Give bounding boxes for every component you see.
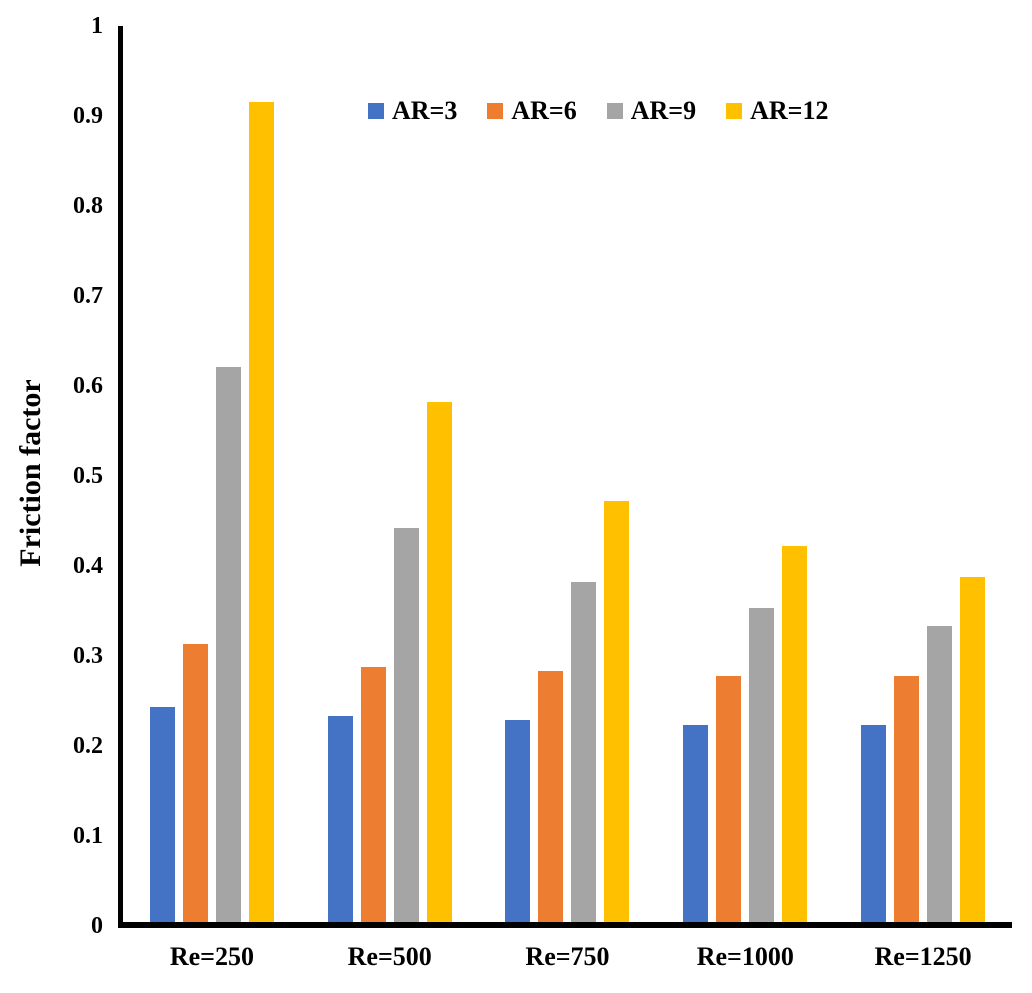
bar-ar-3-re-500 <box>327 715 353 922</box>
bar-group-re-1250 <box>834 577 1012 922</box>
bars-region <box>123 26 1012 922</box>
legend-item-ar-12: AR=12 <box>726 96 829 126</box>
y-tick-label-0-3: 0.3 <box>73 643 103 669</box>
bar-ar-9-re-750 <box>571 581 597 922</box>
bar-group-re-1000 <box>656 545 834 922</box>
y-tick-label-0-9: 0.9 <box>73 103 103 129</box>
x-tick-label-re-1000: Re=1000 <box>696 942 794 971</box>
y-tick-label-0-5: 0.5 <box>73 463 103 489</box>
y-tick-label-0: 0 <box>91 913 103 939</box>
y-tick-label-0-8: 0.8 <box>73 193 103 219</box>
bar-ar-6-re-1250 <box>894 675 920 922</box>
x-tick-label-re-1250: Re=1250 <box>874 942 972 971</box>
bar-ar-12-re-500 <box>426 402 452 922</box>
bar-ar-12-re-250 <box>248 102 274 922</box>
bar-group-re-750 <box>479 500 657 922</box>
x-tick-label-re-750: Re=750 <box>525 942 610 971</box>
legend-swatch-icon <box>368 103 384 119</box>
y-axis-ticks: 0 0.1 0.2 0.3 0.4 0.5 0.6 0.7 0.8 0.9 1 <box>0 0 110 993</box>
bar-ar-6-re-1000 <box>716 675 742 922</box>
legend-label: AR=9 <box>630 96 697 125</box>
y-tick-label-0-4: 0.4 <box>73 553 103 579</box>
bar-group-re-250 <box>123 102 301 922</box>
bar-group-re-500 <box>301 402 479 922</box>
legend-label: AR=6 <box>511 96 577 125</box>
y-tick-label-0-7: 0.7 <box>73 283 103 309</box>
bar-ar-12-re-1250 <box>960 577 986 922</box>
legend: AR=3 AR=6 AR=9 AR=12 <box>368 96 829 126</box>
legend-label: AR=3 <box>392 96 458 125</box>
legend-label: AR=12 <box>750 96 829 125</box>
bar-ar-12-re-1000 <box>782 545 808 922</box>
bar-ar-9-re-250 <box>215 366 241 922</box>
legend-swatch-icon <box>606 103 623 119</box>
legend-item-ar-9: AR=9 <box>606 96 697 126</box>
x-axis-labels: Re=250 Re=500 Re=750 Re=1000 Re=1250 <box>123 942 1012 972</box>
bar-ar-6-re-250 <box>182 644 208 922</box>
y-tick-label-0-6: 0.6 <box>73 373 103 399</box>
bar-ar-9-re-500 <box>393 527 419 922</box>
x-tick-label-re-250: Re=250 <box>169 942 254 971</box>
y-tick-label-1: 1 <box>91 13 103 39</box>
legend-swatch-icon <box>487 103 504 119</box>
bar-ar-3-re-250 <box>149 707 175 922</box>
bar-ar-9-re-1250 <box>927 626 953 922</box>
bar-ar-6-re-500 <box>360 666 386 922</box>
legend-item-ar-3: AR=3 <box>368 96 457 126</box>
bar-ar-6-re-750 <box>538 671 564 922</box>
bar-ar-3-re-750 <box>505 720 531 922</box>
legend-item-ar-6: AR=6 <box>487 96 577 126</box>
bar-ar-3-re-1000 <box>683 724 709 922</box>
bar-ar-12-re-750 <box>604 500 630 922</box>
legend-swatch-icon <box>726 103 743 119</box>
y-tick-label-0-1: 0.1 <box>73 823 103 849</box>
y-tick-label-0-2: 0.2 <box>73 733 103 759</box>
x-tick-label-re-500: Re=500 <box>347 942 432 971</box>
bar-ar-9-re-1000 <box>749 608 775 922</box>
bar-ar-3-re-1250 <box>861 724 887 922</box>
plot-area <box>118 26 1012 928</box>
